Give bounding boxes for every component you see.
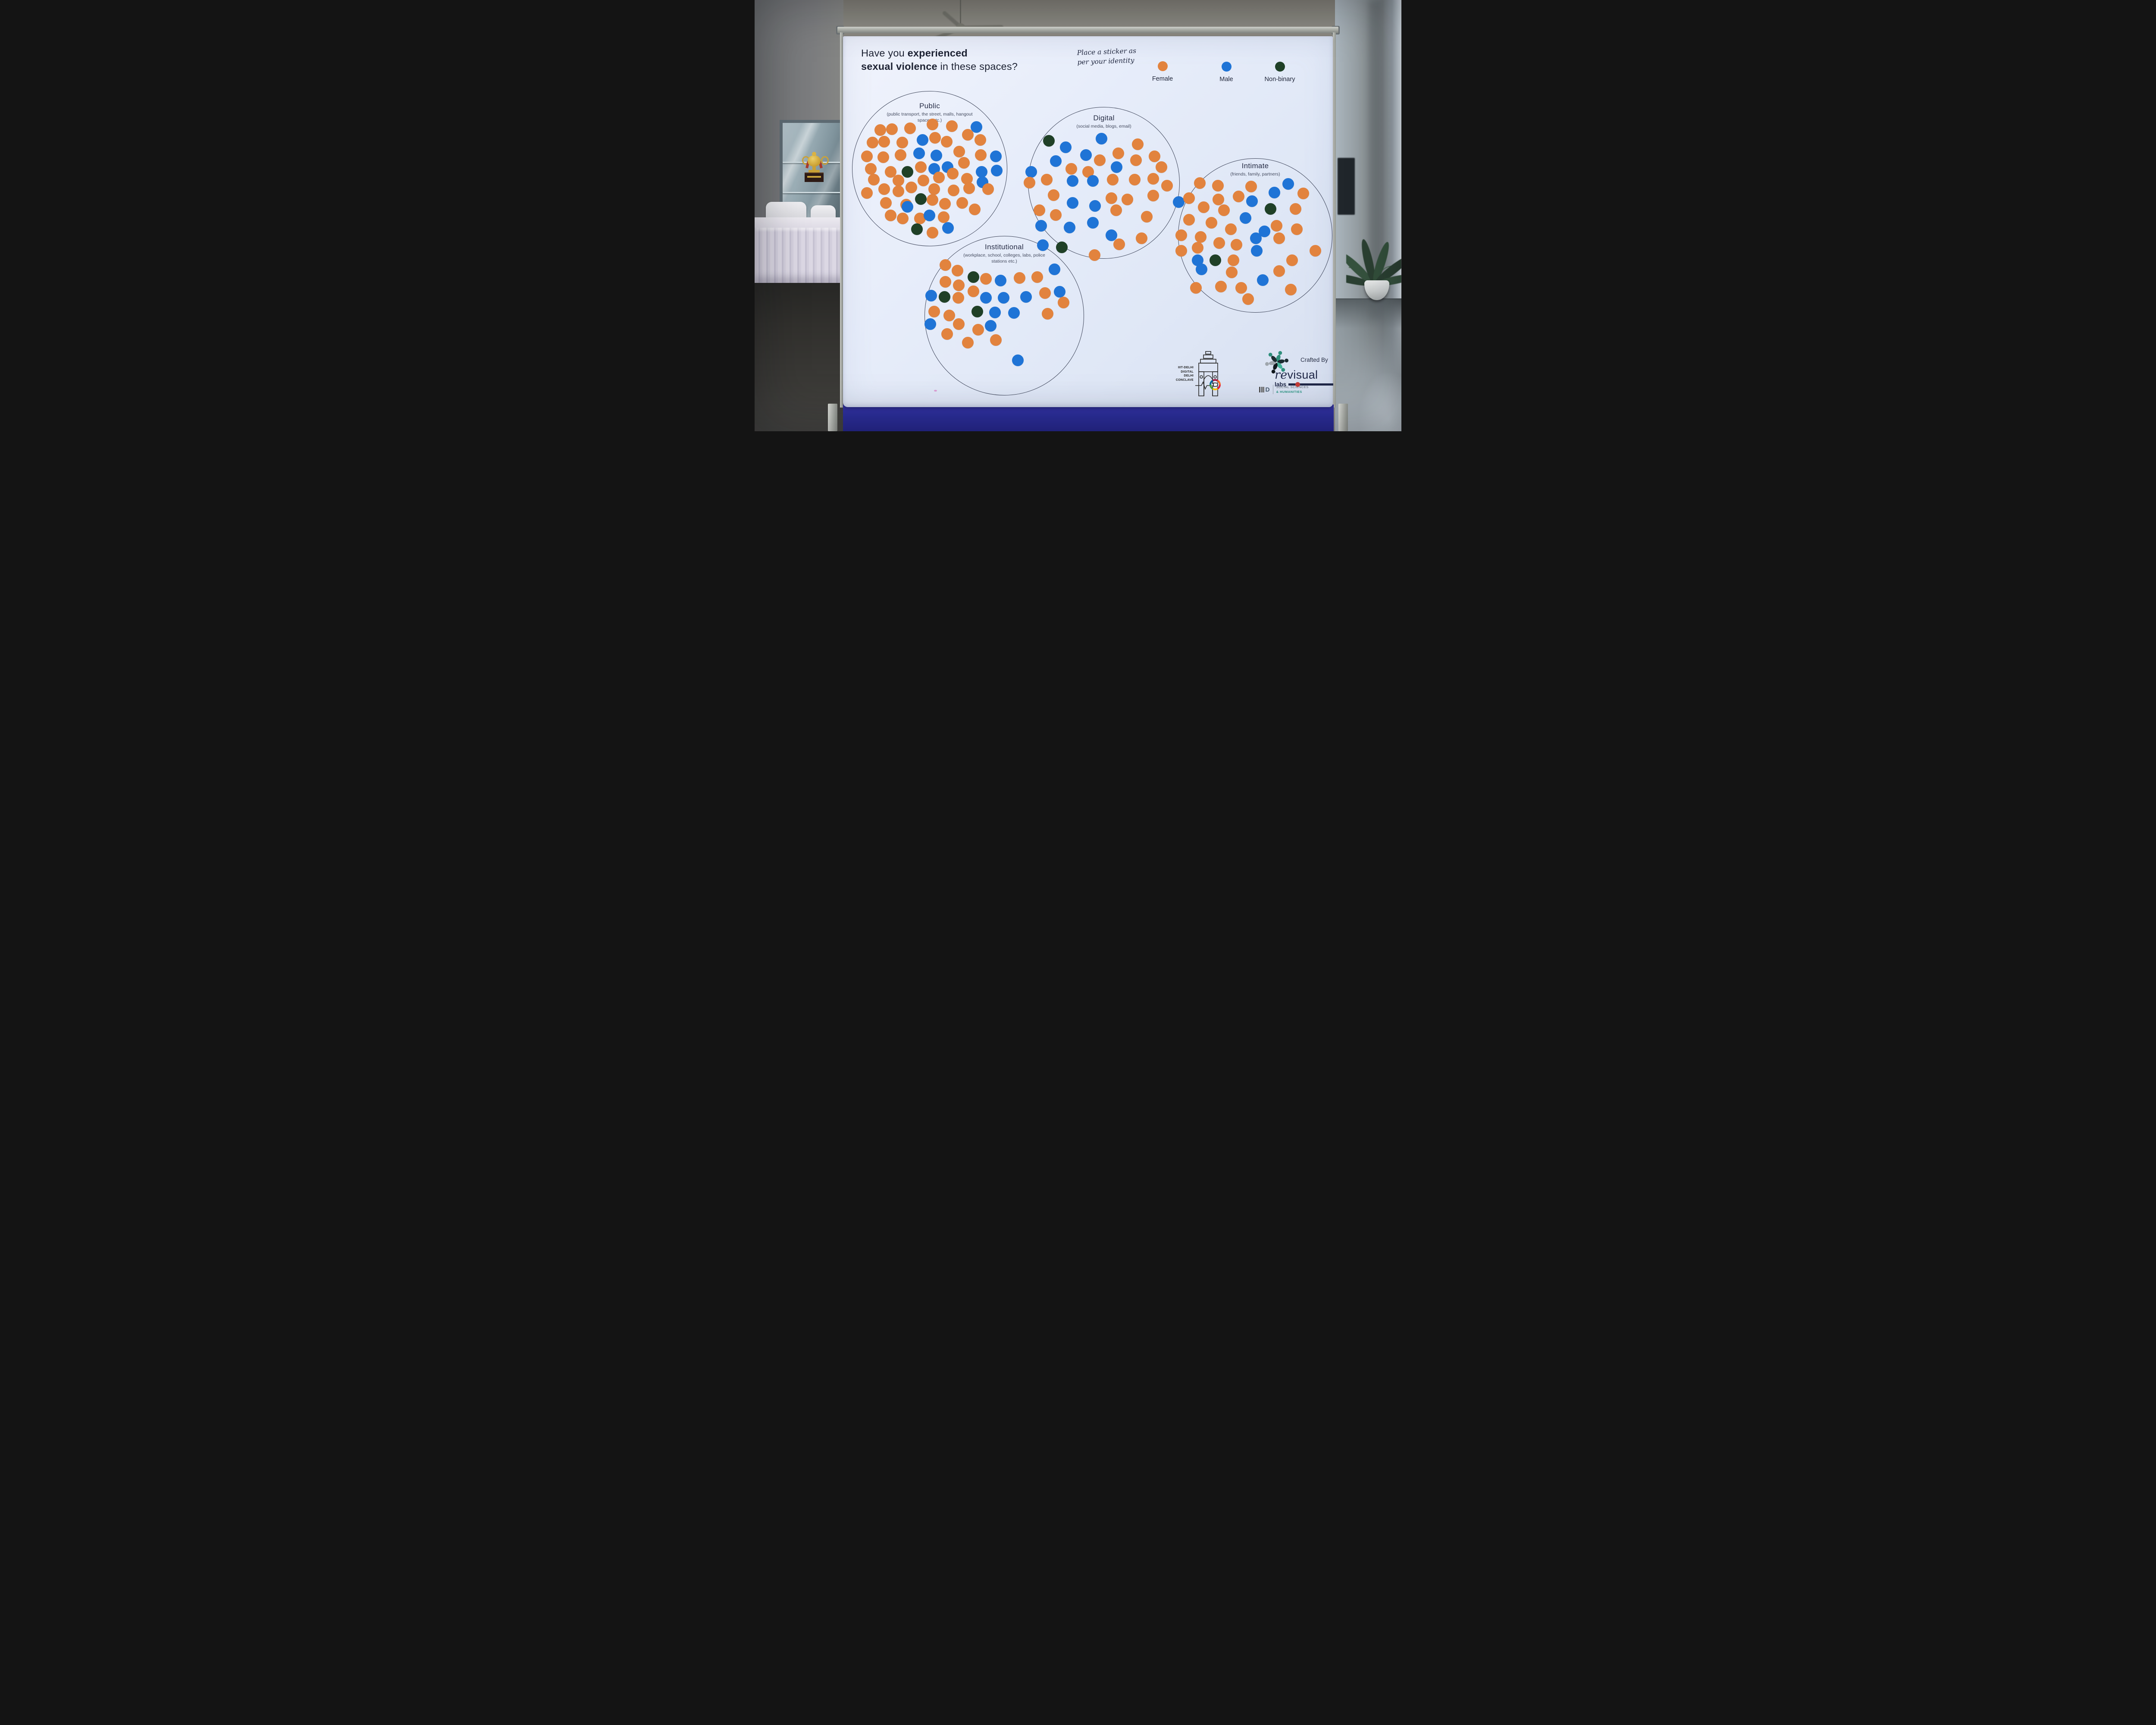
pink-smudge (934, 390, 937, 392)
wall-dark-object (1338, 158, 1355, 215)
circle-subtitle: (public transport, the street, malls, ha… (887, 112, 973, 123)
board-left-rail (840, 32, 843, 408)
legend-item-male: Male (1205, 62, 1248, 83)
ssh-line1: SOCIAL SCIENCES (1276, 385, 1309, 389)
male-swatch-dot (1221, 62, 1232, 72)
revisual-re: re (1275, 368, 1288, 382)
circle-subtitle: (workplace, school, colleges, labs, poli… (963, 253, 1045, 264)
conclave-line: CONCLAVE (1175, 378, 1194, 382)
conclave-line: DELHI (1184, 374, 1194, 377)
circle-title: Digital (1093, 114, 1115, 122)
female-swatch-dot (1157, 61, 1168, 71)
red-dot-icon (1295, 382, 1300, 387)
trophy (802, 152, 829, 191)
legend-label: Non-binary (1264, 76, 1295, 83)
ssh-people-circle-logo (1263, 344, 1290, 382)
iiid-logo: D (1259, 386, 1270, 393)
crafted-by-label: Crafted By (1300, 357, 1328, 363)
revisual-labs: labs (1275, 381, 1287, 388)
circle-subtitle: (social media, blogs, email) (1076, 124, 1131, 129)
india-gate-icon (1195, 351, 1221, 396)
circle-title: Institutional (985, 243, 1024, 251)
legend-label: Female (1152, 75, 1173, 82)
title-regular: in these spaces? (937, 61, 1018, 72)
title-bold: sexual violence (861, 61, 937, 72)
chair (766, 202, 806, 220)
circle-digital: Digital (social media, blogs, email) (1028, 107, 1180, 259)
easel-blue-panel (843, 405, 1334, 431)
table-cloth (755, 228, 843, 283)
easel-leg (828, 404, 837, 431)
circle-intimate: Intimate (friends, family, partners) (1178, 158, 1332, 313)
iiit-delhi-conclave-logo: IIIT-DELHI DIGITAL DELHI CONCLAVE (1174, 351, 1235, 397)
circle-institutional: Institutional (workplace, school, colleg… (924, 236, 1084, 395)
revisual-rule (1288, 382, 1333, 387)
revisual-labs-logo: revisual labs (1275, 369, 1333, 388)
circle-title: Public (919, 102, 940, 110)
circle-subtitle: (friends, family, partners) (1230, 172, 1280, 177)
photo-stage: Have you experienced sexual violence in … (755, 0, 1401, 431)
legend-item-female: Female (1141, 61, 1184, 82)
ssh-wordmark: D SOCIAL SCIENCES & HUMANITIES (1259, 385, 1309, 394)
board-top-rail (837, 27, 1338, 33)
conclave-line: DIGITAL (1181, 370, 1194, 373)
poster-title: Have you experienced sexual violence in … (861, 47, 1042, 73)
easel-leg (1338, 404, 1348, 431)
floor-sheen (1358, 371, 1401, 431)
board-right-rail (1333, 32, 1336, 408)
title-regular: Have you (861, 47, 908, 59)
conclave-line: IIIT-DELHI (1178, 366, 1194, 369)
title-bold: experienced (907, 47, 968, 59)
ceiling-fan-rod (960, 0, 961, 25)
revisual-visual: visual (1287, 368, 1318, 381)
circle-public: Public (public transport, the street, ma… (852, 91, 1007, 246)
legend-label: Male (1219, 76, 1233, 83)
legend-item-nonbinary: Non-binary (1258, 62, 1301, 83)
conclave-logo-text: IIIT-DELHI DIGITAL DELHI CONCLAVE (1174, 366, 1194, 382)
table-top (755, 217, 843, 229)
ssh-line2: & HUMANITIES (1276, 390, 1302, 394)
nonbinary-swatch-dot (1275, 62, 1285, 72)
cabinet-shelf (783, 192, 846, 193)
circle-title: Intimate (1241, 162, 1269, 170)
iiid-d: D (1265, 386, 1270, 393)
